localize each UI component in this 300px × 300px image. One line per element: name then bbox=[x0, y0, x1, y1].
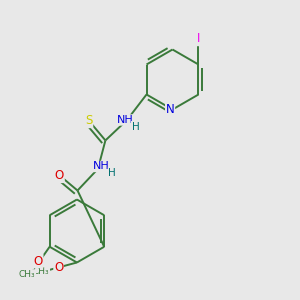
Text: NH: NH bbox=[93, 161, 110, 172]
Text: H: H bbox=[131, 122, 139, 132]
Text: N: N bbox=[166, 103, 175, 116]
Text: CH₃: CH₃ bbox=[19, 270, 35, 279]
Text: H: H bbox=[108, 167, 116, 178]
Text: O: O bbox=[54, 260, 63, 274]
Text: NH: NH bbox=[117, 115, 134, 125]
Text: CH₃: CH₃ bbox=[33, 267, 50, 276]
Text: O: O bbox=[34, 254, 43, 268]
Text: I: I bbox=[197, 32, 200, 46]
Text: S: S bbox=[85, 115, 93, 128]
Text: O: O bbox=[55, 169, 64, 182]
